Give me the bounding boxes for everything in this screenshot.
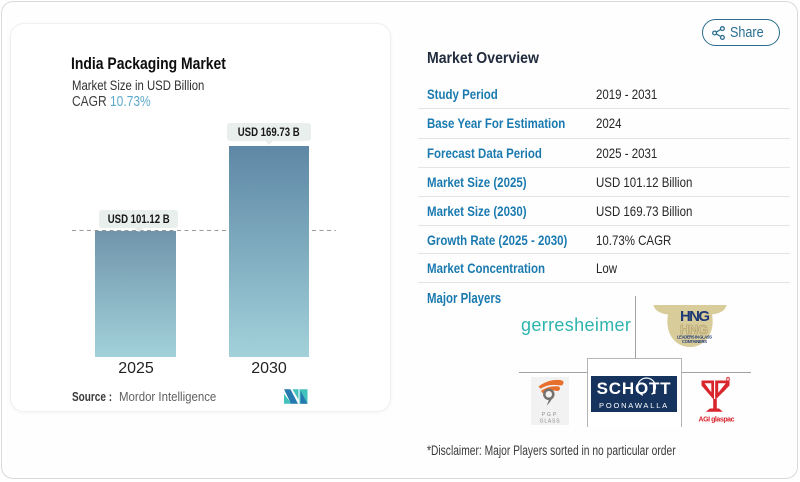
svg-text:PGP: PGP	[542, 412, 559, 418]
svg-text:R: R	[727, 377, 730, 381]
svg-text:HNG: HNG	[680, 322, 708, 337]
svg-text:LEADERS IN GLASS: LEADERS IN GLASS	[677, 334, 712, 339]
svg-text:GLASS: GLASS	[540, 418, 561, 424]
svg-text:HNG: HNG	[680, 308, 710, 325]
svg-text:CONTAINERS: CONTAINERS	[682, 339, 707, 344]
svg-text:AGI glaspac: AGI glaspac	[699, 417, 735, 424]
